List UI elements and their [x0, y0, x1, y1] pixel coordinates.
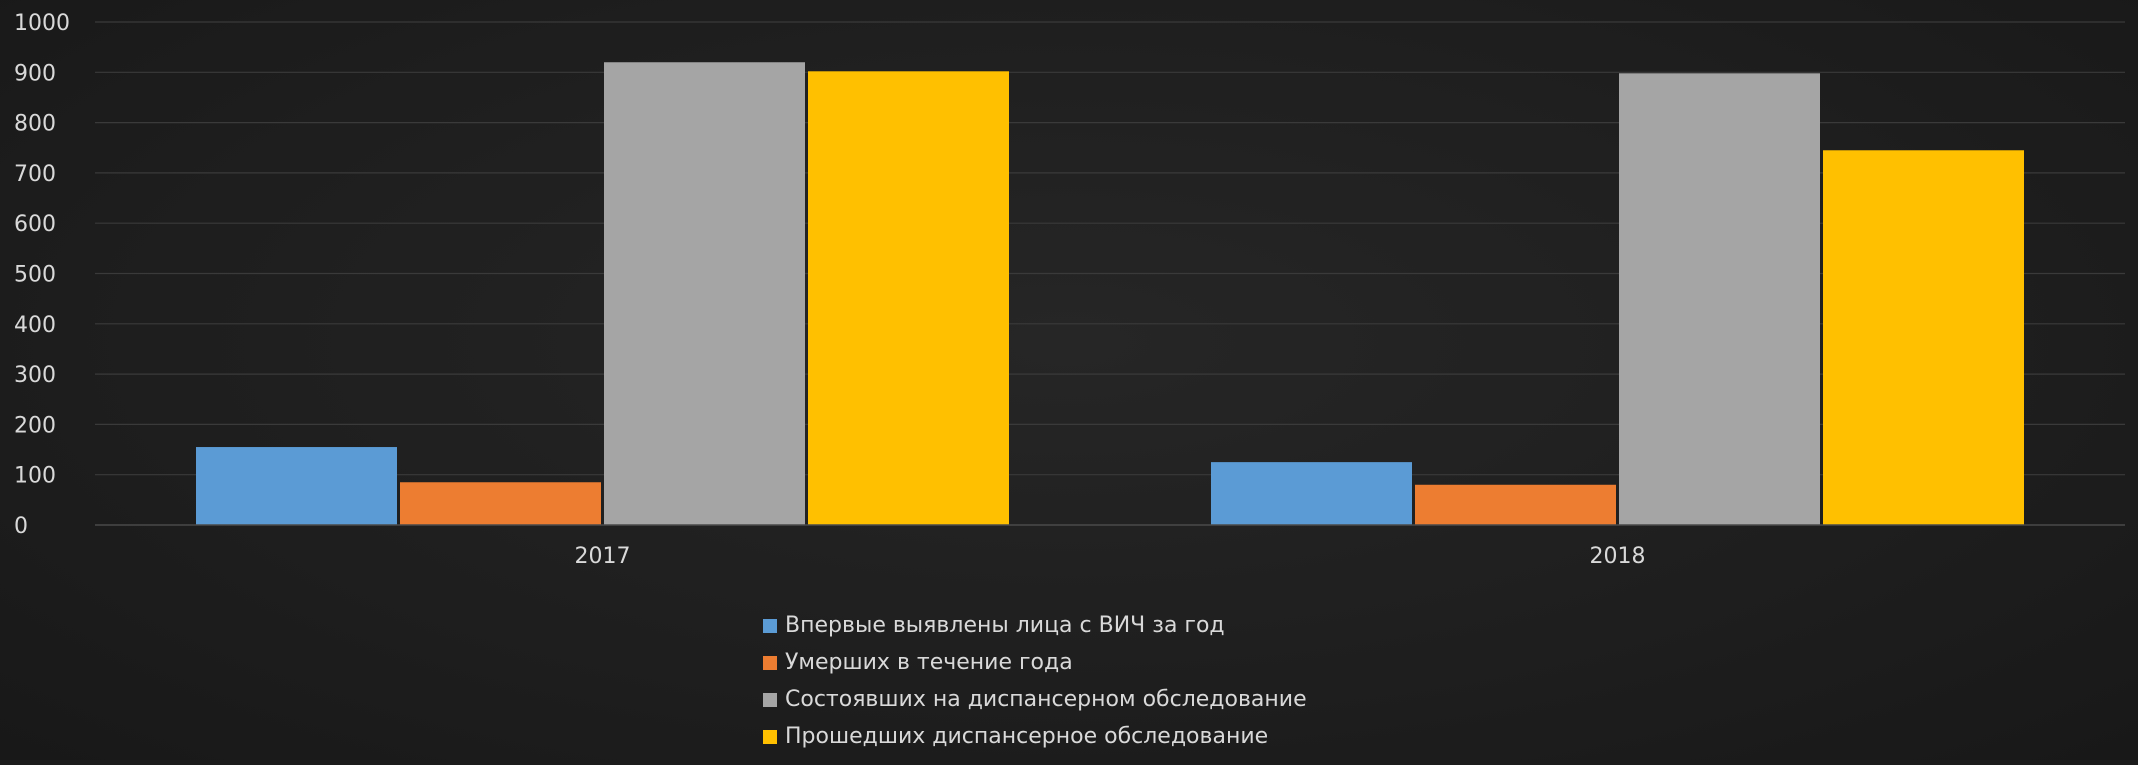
legend-label: Впервые выявлены лица с ВИЧ за год [785, 613, 1225, 638]
y-tick-label: 800 [14, 112, 56, 137]
y-tick-label: 100 [14, 464, 56, 489]
bar-2017-series-3 [604, 62, 805, 526]
y-tick-label: 200 [14, 413, 56, 438]
bar-2018-series-1 [1211, 462, 1412, 525]
legend: Впервые выявлены лица с ВИЧ за год Умерши… [763, 613, 1307, 749]
legend-swatch [763, 656, 777, 670]
bar-2017-series-4 [808, 71, 1009, 525]
y-tick-label: 400 [14, 313, 56, 338]
bar-2018-series-2 [1415, 484, 1616, 525]
y-tick-label: 300 [14, 363, 56, 388]
x-category-label: 2018 [1590, 544, 1646, 569]
bar-2017-series-2 [400, 482, 601, 525]
y-tick-label: 0 [14, 514, 28, 539]
legend-label: Состоявших на диспансерном обследование [785, 687, 1307, 712]
bar-2018-series-4 [1823, 150, 2024, 525]
gridlines [95, 21, 2125, 476]
x-category-label: 2017 [575, 544, 631, 569]
legend-swatch [763, 730, 777, 744]
legend-swatch [763, 619, 777, 633]
y-tick-label: 700 [14, 162, 56, 187]
y-tick-label: 600 [14, 212, 56, 237]
bar-2018-series-3 [1619, 73, 1820, 525]
y-tick-label: 500 [14, 263, 56, 288]
x-axis-categories: 2017 2018 [575, 544, 1646, 569]
legend-label: Прошедших диспансерное обследование [785, 724, 1268, 749]
y-tick-label: 1000 [14, 11, 70, 36]
y-tick-label: 900 [14, 61, 56, 86]
legend-label: Умерших в течение года [785, 650, 1073, 675]
legend-swatch [763, 693, 777, 707]
bars [196, 62, 2024, 526]
y-axis-ticks: 0 100 200 300 400 500 600 700 800 900 1000 [14, 11, 70, 539]
bar-2017-series-1 [196, 447, 397, 525]
